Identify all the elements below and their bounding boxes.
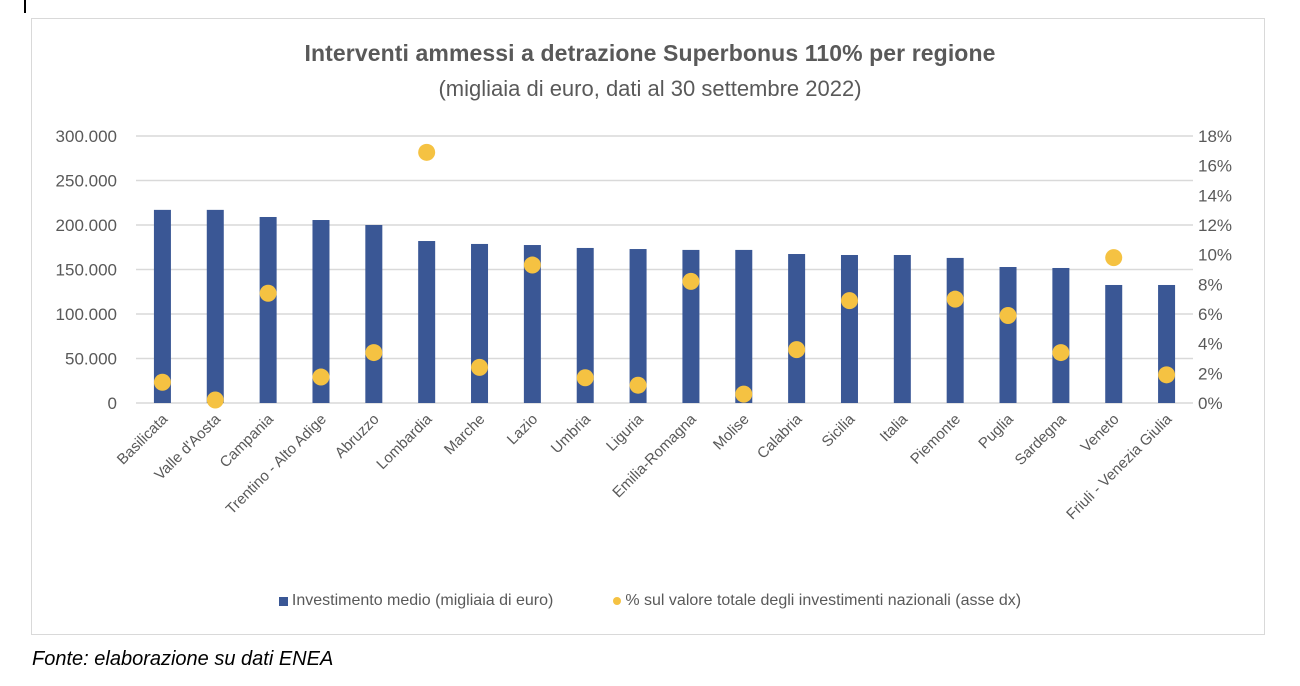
category-label: Trentino - Alto Adige <box>223 411 330 518</box>
right-tick-label: 4% <box>1198 335 1223 354</box>
bar <box>1158 284 1176 403</box>
chart-title: Interventi ammessi a detrazione Superbon… <box>304 40 996 66</box>
right-tick-label: 14% <box>1198 186 1232 205</box>
bar-series <box>153 209 1176 403</box>
bar <box>365 225 383 403</box>
bar <box>418 241 436 403</box>
bar <box>735 249 753 403</box>
data-point <box>312 368 330 386</box>
bar <box>523 245 541 403</box>
data-point <box>788 341 806 359</box>
category-label: Sicilia <box>819 410 859 450</box>
left-tick-label: 0 <box>108 394 117 413</box>
data-point <box>735 385 753 403</box>
legend: Investimento medio (migliaia di euro) % … <box>0 592 1300 610</box>
right-tick-label: 0% <box>1198 394 1223 413</box>
category-label: Calabria <box>754 410 806 462</box>
left-tick-label: 200.000 <box>56 216 117 235</box>
right-tick-label: 8% <box>1198 275 1223 294</box>
legend-item-dot: % sul valore totale degli investimenti n… <box>613 592 1021 610</box>
right-tick-label: 12% <box>1198 216 1232 235</box>
left-tick-label: 100.000 <box>56 305 117 324</box>
category-label: Veneto <box>1077 411 1122 456</box>
category-label: Molise <box>710 411 753 454</box>
source-note: Fonte: elaborazione su dati ENEA <box>32 648 334 670</box>
bar <box>576 247 594 403</box>
data-point <box>206 391 224 409</box>
category-label: Marche <box>441 411 488 458</box>
data-point <box>999 306 1017 324</box>
data-point <box>523 256 541 274</box>
bar <box>946 257 964 403</box>
category-label: Liguria <box>603 410 647 454</box>
legend-dot-swatch-icon <box>613 597 622 605</box>
category-label: Piemonte <box>907 411 964 468</box>
bar <box>259 216 277 403</box>
legend-dot-label: % sul valore totale degli investimenti n… <box>625 592 1022 609</box>
bar <box>153 209 171 403</box>
left-tick-label: 300.000 <box>56 127 117 146</box>
data-point <box>840 292 858 310</box>
data-point <box>629 376 647 394</box>
bar <box>999 267 1017 403</box>
legend-item-bar: Investimento medio (migliaia di euro) <box>278 592 554 610</box>
category-label: Umbria <box>548 410 595 457</box>
left-tick-label: 250.000 <box>56 172 117 191</box>
gridlines <box>136 135 1193 404</box>
category-label: Italia <box>877 410 912 445</box>
category-label: Friuli - Venezia Giulia <box>1063 410 1176 523</box>
right-tick-label: 6% <box>1198 305 1223 324</box>
bar <box>312 220 330 403</box>
data-point <box>471 358 489 376</box>
chart-subtitle: (migliaia di euro, dati al 30 settembre … <box>438 76 862 101</box>
bar <box>840 254 858 403</box>
left-tick-label: 50.000 <box>65 350 117 369</box>
data-point <box>153 373 171 391</box>
bar <box>893 254 911 403</box>
data-point <box>259 284 277 302</box>
right-tick-label: 2% <box>1198 364 1223 383</box>
bar <box>788 254 806 403</box>
data-point <box>365 344 383 362</box>
data-point <box>946 290 964 308</box>
data-point <box>1105 249 1123 267</box>
data-point <box>418 143 436 161</box>
bar <box>1052 267 1070 403</box>
right-tick-label: 10% <box>1198 246 1232 265</box>
bar <box>1105 284 1123 403</box>
left-tick-label: 150.000 <box>56 261 117 280</box>
category-label: Abruzzo <box>332 411 383 462</box>
bar <box>471 243 489 403</box>
category-label: Puglia <box>975 410 1017 452</box>
category-label: Lazio <box>504 411 541 448</box>
bar <box>629 249 647 403</box>
legend-bar-label: Investimento medio (migliaia di euro) <box>291 592 554 609</box>
data-point <box>682 272 700 290</box>
data-point <box>1158 366 1176 384</box>
right-axis: 0% 2% 4% 6% 8% 10% 12% 14% 16% 18% <box>1198 127 1232 413</box>
data-point <box>576 369 594 387</box>
category-label: Lombardia <box>373 410 436 473</box>
left-axis: 0 50.000 100.000 150.000 200.000 250.000 300.0… <box>56 127 117 413</box>
dot-series <box>153 143 1176 409</box>
data-point <box>1052 344 1070 362</box>
text-cursor <box>24 0 26 13</box>
bar <box>206 209 224 403</box>
legend-bar-swatch-icon <box>278 596 288 606</box>
category-label: Sardegna <box>1012 410 1070 468</box>
right-tick-label: 18% <box>1198 127 1232 146</box>
right-tick-label: 16% <box>1198 157 1232 176</box>
